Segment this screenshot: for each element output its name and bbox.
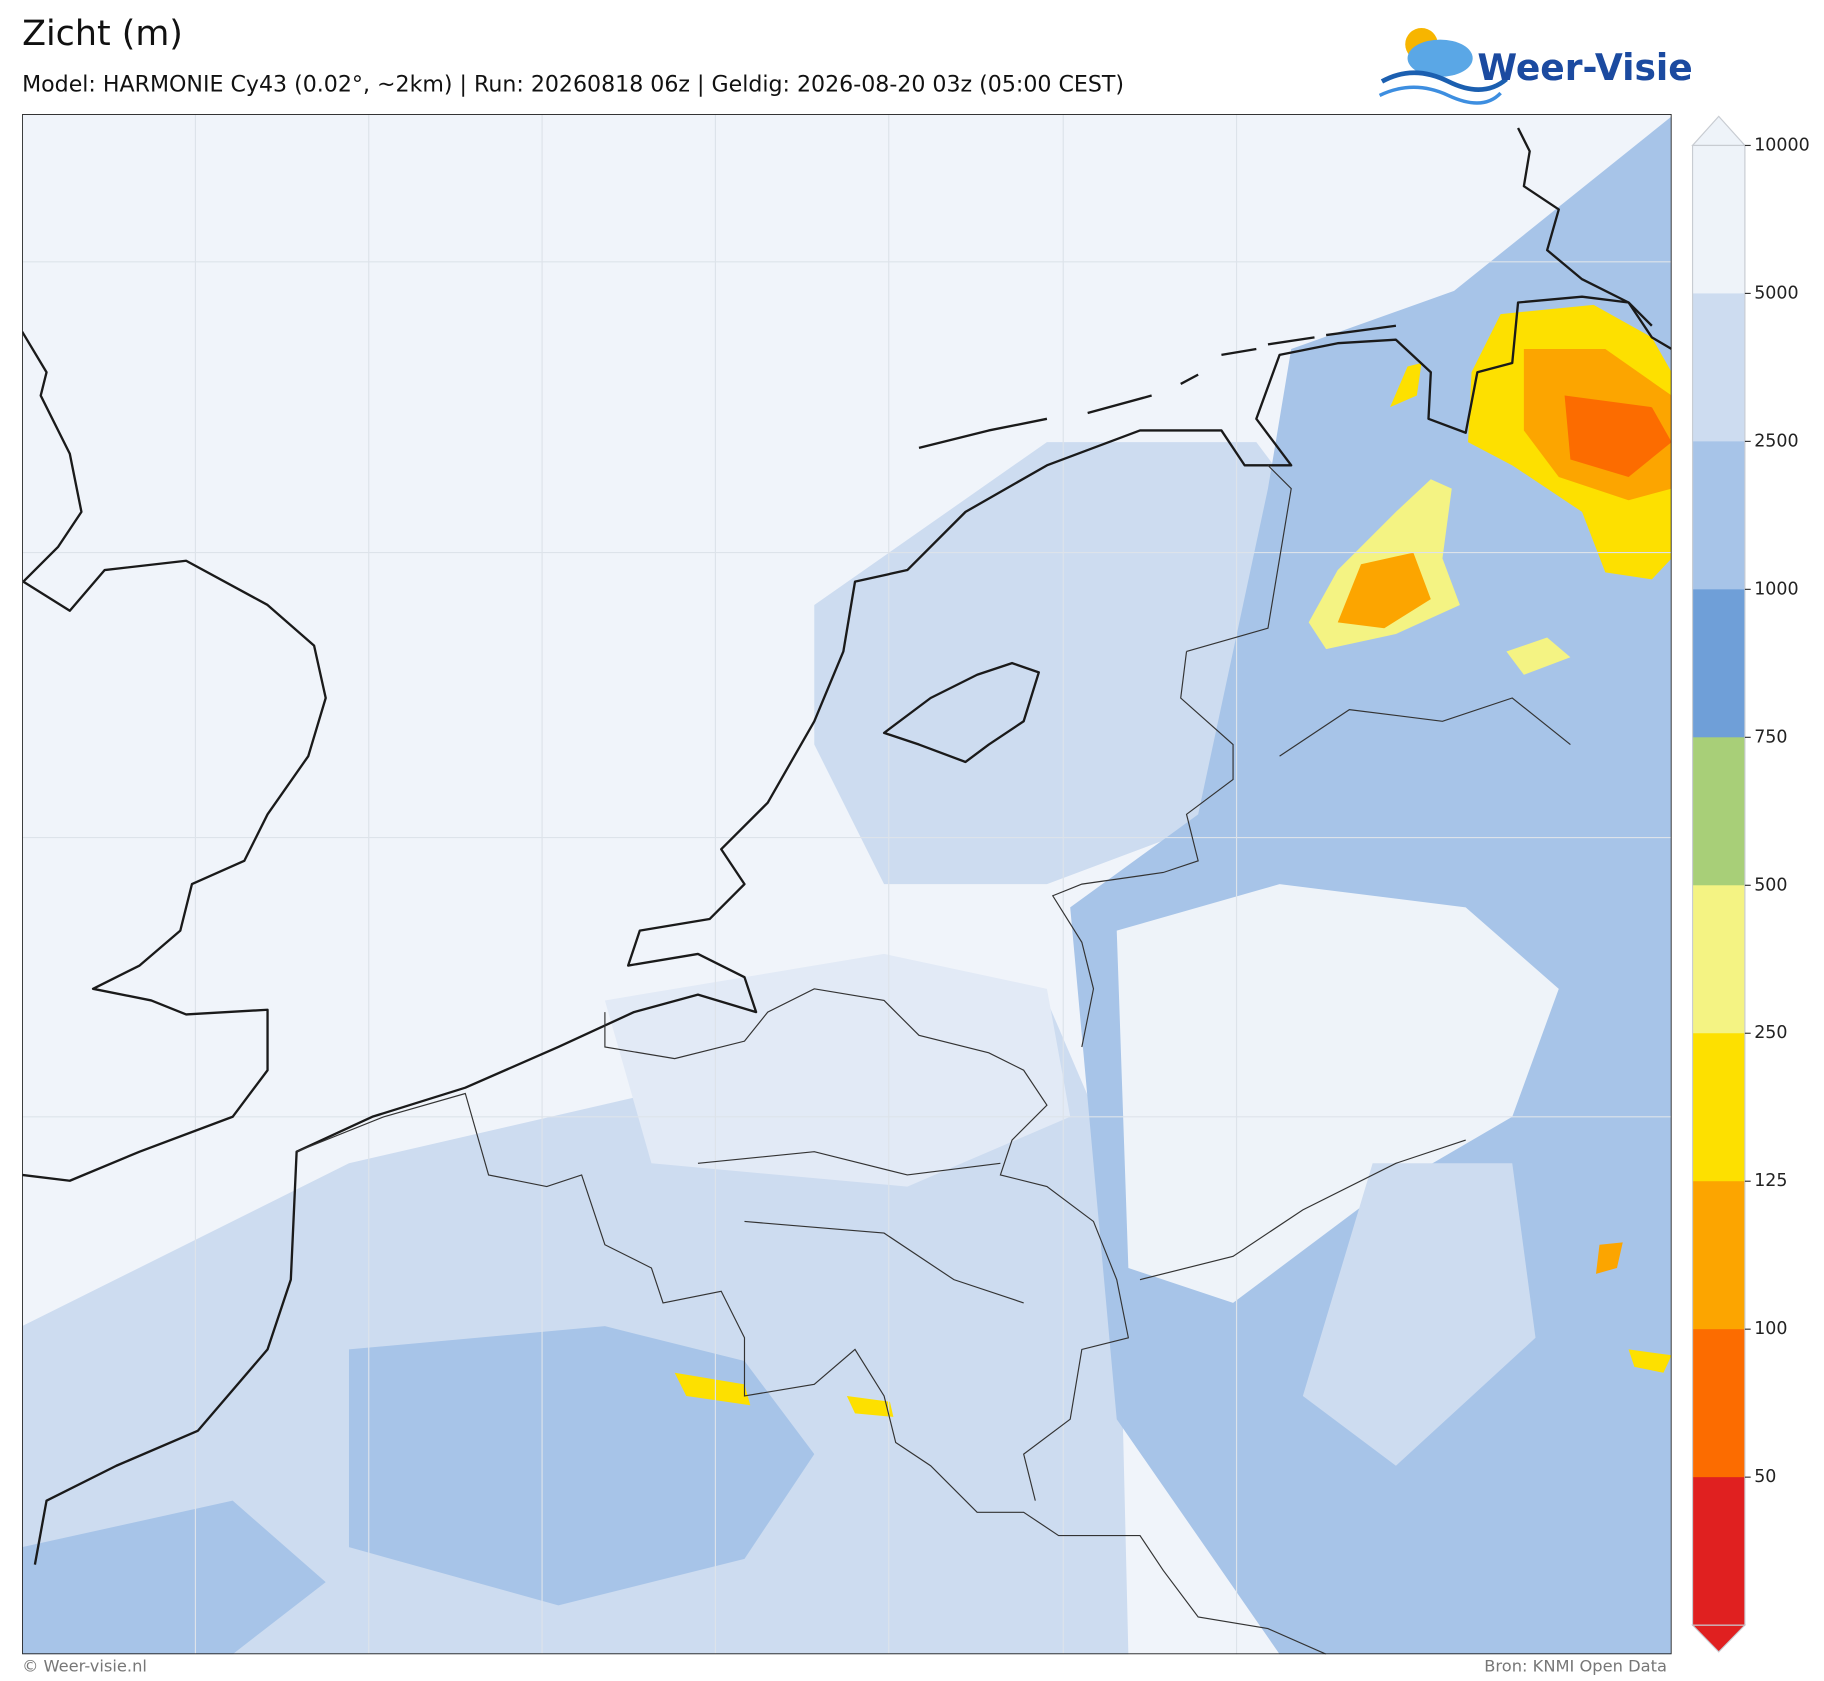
coastline xyxy=(33,295,1672,1565)
colorbar-extend-bottom xyxy=(1691,1624,1747,1653)
visibility-area xyxy=(1116,884,1559,1303)
border xyxy=(604,988,1130,1501)
map-area xyxy=(22,114,1672,1655)
low-visibility-area xyxy=(674,1372,751,1406)
tick-label: 750 xyxy=(1754,727,1787,747)
colorbar: 10000 5000 2500 1000 750 500 250 125 100 50 xyxy=(1691,115,1810,1653)
logo-text: Weer-Visie xyxy=(1477,47,1692,89)
border xyxy=(1186,464,1292,653)
color-band xyxy=(1692,441,1745,590)
color-band xyxy=(1692,145,1745,294)
color-band xyxy=(1692,1181,1745,1330)
visibility-area xyxy=(604,953,1071,1187)
subtitle: Model: HARMONIE Cy43 (0.02°, ~2km) | Run… xyxy=(22,71,1124,97)
island-coast xyxy=(918,324,1397,450)
tick-label: 2500 xyxy=(1754,431,1798,451)
low-visibility-area xyxy=(1390,362,1422,408)
color-band xyxy=(1692,1329,1745,1478)
low-visibility-area xyxy=(1506,637,1571,675)
color-band xyxy=(1692,589,1745,738)
low-visibility-area xyxy=(846,1395,894,1417)
coastline xyxy=(22,559,327,1182)
tick-label: 125 xyxy=(1754,1171,1787,1191)
borders xyxy=(296,464,1571,1655)
tick-label: 10000 xyxy=(1754,135,1809,155)
logo-wave xyxy=(1380,70,1508,92)
tick-label: 50 xyxy=(1754,1467,1776,1487)
copyright: © Weer-visie.nl xyxy=(22,1657,147,1676)
region-border xyxy=(697,697,1571,1304)
tick-label: 250 xyxy=(1754,1023,1787,1043)
color-band xyxy=(1692,293,1745,442)
coastline xyxy=(1517,127,1653,327)
source: Bron: KNMI Open Data xyxy=(1484,1657,1667,1676)
low-visibility-area xyxy=(1337,552,1431,629)
visibility-area xyxy=(1302,1163,1536,1466)
tick-label: 100 xyxy=(1754,1319,1787,1339)
coastlines xyxy=(22,127,1672,1565)
tick-label: 500 xyxy=(1754,875,1787,895)
tick-label: 5000 xyxy=(1754,283,1798,303)
color-band xyxy=(1692,885,1745,1034)
title: Zicht (m) xyxy=(22,14,183,54)
logo-cloud xyxy=(1407,39,1473,77)
border xyxy=(296,1092,1327,1655)
low-visibility-area xyxy=(1628,1349,1672,1373)
low-visibility-area xyxy=(1596,1242,1623,1274)
color-band xyxy=(1692,1477,1745,1626)
graticule xyxy=(22,114,1672,1655)
logo-wave xyxy=(1378,85,1502,105)
border xyxy=(1051,651,1234,1048)
coastline xyxy=(22,330,83,583)
color-band xyxy=(1692,737,1745,886)
logo: Weer-Visie xyxy=(1378,27,1693,105)
coastline xyxy=(882,661,1040,764)
visibility-field xyxy=(22,116,1672,1655)
color-band xyxy=(1692,1033,1745,1182)
visibility-area xyxy=(22,1500,326,1655)
colorbar-extend-top xyxy=(1691,115,1747,147)
low-visibility-area xyxy=(1564,395,1672,477)
tick-label: 1000 xyxy=(1754,579,1798,599)
